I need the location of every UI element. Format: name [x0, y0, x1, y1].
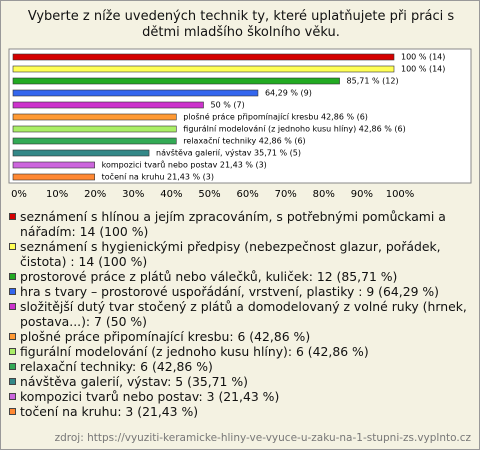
- legend-swatch: [9, 213, 16, 220]
- bar: [12, 89, 259, 97]
- legend-swatch: [9, 348, 16, 355]
- x-tick-label: 90%: [351, 189, 373, 200]
- x-tick-label: 40%: [160, 189, 182, 200]
- legend-label: složitější dutý tvar stočený z plátů a d…: [20, 299, 467, 329]
- legend-item: točení na kruhu: 3 (21,43 %): [9, 404, 471, 419]
- legend-swatch: [9, 363, 16, 370]
- legend-item: prostorové práce z plátů nebo válečků, k…: [9, 269, 471, 284]
- legend-label: relaxační techniky: 6 (42,86 %): [20, 359, 213, 374]
- value-label: 50 % (7): [211, 101, 245, 110]
- legend-label: seznámení s hlínou a jejím zpracováním, …: [20, 209, 446, 239]
- x-tick-label: 10%: [46, 189, 68, 200]
- x-tick-label: 80%: [313, 189, 335, 200]
- legend-swatch: [9, 393, 16, 400]
- chart-title: Vyberte z níže uvedených technik ty, kte…: [27, 9, 455, 40]
- value-label: 85,71 % (12): [347, 77, 399, 86]
- legend-item: figurální modelování (z jednoho kusu hlí…: [9, 344, 471, 359]
- legend-label: prostorové práce z plátů nebo válečků, k…: [20, 269, 398, 284]
- x-tick-label: 30%: [122, 189, 144, 200]
- value-label: točení na kruhu 21,43 % (3): [102, 172, 214, 182]
- chart: 0% 10% 20% 30% 40% 50% 60% 70% 80% 90% 100% 100 % (…: [8, 48, 472, 200]
- x-tick-label: 0%: [11, 189, 27, 200]
- bar: [12, 113, 177, 121]
- bar: [12, 161, 95, 169]
- legend-swatch: [9, 378, 16, 385]
- x-tick-label: 50%: [198, 189, 220, 200]
- source: zdroj: https://vyuziti-keramicke-hliny-v…: [54, 432, 471, 444]
- value-label: plošné práce připomínající kresbu 42,86 …: [183, 112, 368, 122]
- x-tick-label: 20%: [84, 189, 106, 200]
- legend-item: hra s tvary – prostorové uspořádání, vrs…: [9, 284, 471, 299]
- bar: [12, 125, 177, 133]
- legend-label: seznámení s hygienickými předpisy (nebez…: [20, 239, 441, 269]
- bar: [12, 137, 177, 145]
- bar: [12, 53, 395, 61]
- legend-item: složitější dutý tvar stočený z plátů a d…: [9, 299, 471, 329]
- legend-label: hra s tvary – prostorové uspořádání, vrs…: [20, 284, 440, 299]
- legend-label: návštěva galerií, výstav: 5 (35,71 %): [20, 374, 248, 389]
- legend-swatch: [9, 243, 16, 250]
- value-label: 100 % (14): [401, 65, 445, 74]
- legend-swatch: [9, 273, 16, 280]
- value-label: návštěva galerií, výstav 35,71 % (5): [156, 148, 301, 158]
- legend-item: plošné práce připomínající kresbu: 6 (42…: [9, 329, 471, 344]
- value-label: kompozici tvarů nebo postav 21,43 % (3): [102, 160, 267, 170]
- legend-item: seznámení s hygienickými předpisy (nebez…: [9, 239, 471, 269]
- bar: [12, 77, 340, 85]
- bar: [12, 101, 204, 109]
- value-label: 100 % (14): [401, 53, 445, 62]
- value-label: figurální modelování (z jednoho kusu hlí…: [183, 125, 405, 134]
- legend-item: kompozici tvarů nebo postav: 3 (21,43 %): [9, 389, 471, 404]
- bar: [12, 173, 95, 181]
- legend-swatch: [9, 288, 16, 295]
- x-tick-label: 70%: [275, 189, 297, 200]
- legend-label: plošné práce připomínající kresbu: 6 (42…: [20, 329, 311, 344]
- x-tick-label: 100%: [386, 189, 415, 200]
- x-tick-label: 60%: [236, 189, 258, 200]
- legend: seznámení s hlínou a jejím zpracováním, …: [9, 209, 471, 419]
- legend-swatch: [9, 333, 16, 340]
- legend-swatch: [9, 408, 16, 415]
- bar: [12, 149, 150, 157]
- legend-item: relaxační techniky: 6 (42,86 %): [9, 359, 471, 374]
- legend-swatch: [9, 303, 16, 310]
- legend-label: figurální modelování (z jednoho kusu hlí…: [20, 344, 369, 359]
- legend-label: kompozici tvarů nebo postav: 3 (21,43 %): [20, 389, 280, 404]
- value-label: 64,29 % (9): [265, 89, 312, 98]
- bar: [12, 65, 395, 73]
- value-label: relaxační techniky 42,86 % (6): [183, 136, 305, 146]
- legend-item: seznámení s hlínou a jejím zpracováním, …: [9, 209, 471, 239]
- legend-label: točení na kruhu: 3 (21,43 %): [20, 404, 199, 419]
- legend-item: návštěva galerií, výstav: 5 (35,71 %): [9, 374, 471, 389]
